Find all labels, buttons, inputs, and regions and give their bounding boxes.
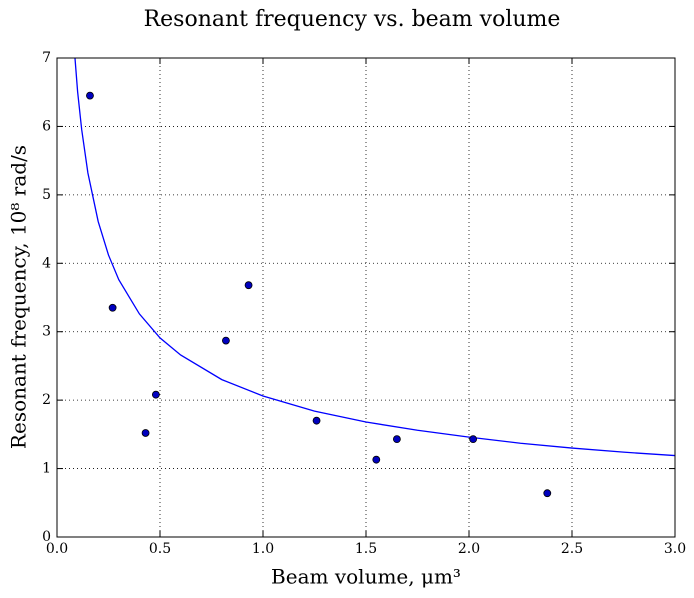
data-point: [151, 390, 160, 399]
plot-area: [74, 58, 675, 498]
data-point: [141, 429, 150, 437]
x-tick-label: 1.5: [355, 541, 377, 557]
y-axis-label: Resonant frequency, 10⁸ rad/s: [7, 145, 31, 449]
x-tick-label: 2.0: [458, 541, 480, 557]
data-point: [86, 91, 94, 100]
data-point: [222, 336, 230, 345]
y-tick-label: 7: [42, 50, 51, 66]
data-point: [312, 416, 321, 425]
y-tick-label: 4: [42, 255, 51, 271]
x-tick-label: 0.0: [46, 541, 68, 557]
x-tick-label: 3.0: [664, 541, 686, 557]
data-point: [392, 435, 401, 444]
y-tick-label: 1: [42, 461, 51, 477]
x-tick-label: 1.0: [252, 541, 274, 557]
x-axis-label: Beam volume, μm³: [271, 565, 461, 589]
y-tick-label: 6: [42, 118, 51, 134]
x-tick-label: 0.5: [149, 541, 171, 557]
y-tick-label: 5: [42, 187, 51, 203]
fit-line: [74, 58, 675, 457]
y-tick-label: 0: [42, 529, 51, 545]
data-point: [108, 303, 117, 312]
plot-frame: [56, 57, 676, 538]
data-point: [372, 455, 381, 464]
y-tick-label: 3: [42, 324, 51, 340]
data-point: [244, 281, 253, 290]
data-point: [469, 435, 478, 444]
x-tick-label: 2.5: [561, 541, 583, 557]
chart-title: Resonant frequency vs. beam volume: [144, 7, 561, 32]
data-point: [543, 489, 552, 498]
y-tick-label: 2: [42, 392, 51, 408]
